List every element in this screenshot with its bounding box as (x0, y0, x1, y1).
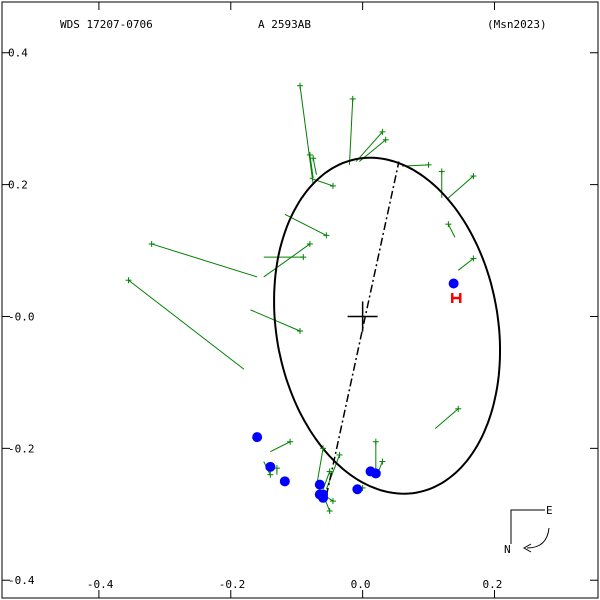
residual-line (128, 279, 245, 370)
observation-dot (314, 479, 325, 490)
observation-plus (300, 254, 307, 261)
observation-plus (267, 471, 274, 478)
residual-line (299, 85, 314, 185)
observation-plus (372, 438, 379, 445)
observation-plus (306, 151, 313, 158)
residual-line (151, 243, 258, 278)
residual-line (446, 175, 474, 200)
observation-plus (470, 255, 477, 262)
residual-line (312, 158, 317, 175)
y-tick-label: -0.0 (8, 310, 35, 323)
observation-plus (445, 221, 452, 228)
observation-plus (336, 451, 343, 458)
observation-dot (448, 278, 459, 289)
observation-plus (379, 128, 386, 135)
observation-dot (265, 461, 276, 472)
observation-dot (252, 432, 263, 443)
observation-plus (470, 173, 477, 180)
observation-plus (148, 240, 155, 247)
observation-dot (370, 468, 381, 479)
compass-arrow-icon (526, 527, 550, 549)
observation-plus (349, 95, 356, 102)
header-star-id: WDS 17207-0706 (60, 18, 153, 31)
residual-line (447, 223, 456, 238)
primary-star-cross (347, 301, 378, 332)
x-tick-label: 0.0 (351, 578, 371, 591)
residual-line (457, 258, 474, 271)
residual-lines (128, 85, 474, 512)
header-reference: (Msn2023) (487, 18, 547, 31)
observation-dots (252, 278, 459, 503)
residual-line (434, 408, 459, 429)
observation-plus (306, 240, 313, 247)
observation-plus (425, 161, 432, 168)
observation-plus (329, 182, 336, 189)
observation-plus (326, 507, 333, 514)
observation-plus (297, 327, 303, 334)
x-tick-label: 0.2 (483, 578, 503, 591)
residual-line (309, 177, 334, 187)
observation-plus (323, 232, 330, 239)
y-tick-label: -0.2 (8, 442, 35, 455)
residual-line (309, 154, 314, 179)
observation-plus (125, 277, 132, 284)
orbit-ellipse (273, 156, 501, 495)
hipparcos-marker (451, 293, 462, 304)
compass-arrowhead (522, 543, 532, 553)
compass-east-label: E (546, 504, 553, 517)
observation-plus (326, 468, 333, 475)
header-system-name: A 2593AB (258, 18, 311, 31)
observation-dot (314, 489, 325, 500)
observation-plus (310, 155, 317, 162)
residual-line (348, 98, 354, 165)
compass-north-label: N (504, 543, 511, 556)
residual-line (355, 131, 383, 162)
x-tick-label: -0.4 (87, 578, 114, 591)
y-tick-label: -0.4 (8, 574, 35, 587)
observation-plus-marks (125, 82, 477, 514)
observation-plus (320, 445, 327, 452)
observation-plus (382, 136, 389, 143)
observation-dot (352, 484, 363, 495)
x-tick-label: -0.2 (219, 578, 246, 591)
compass: E N (504, 504, 553, 556)
residual-line (270, 441, 291, 453)
y-tick-label: 0.4 (8, 47, 28, 60)
observation-plus (297, 82, 303, 89)
observation-plus (329, 498, 336, 505)
observation-plus (455, 405, 462, 412)
observation-plus (438, 168, 445, 175)
observation-plus (379, 458, 386, 465)
compass-axes (510, 509, 545, 544)
observation-dot (279, 476, 290, 487)
residual-line (263, 243, 311, 278)
observation-plus (287, 438, 294, 445)
y-tick-label: 0.2 (8, 179, 28, 192)
